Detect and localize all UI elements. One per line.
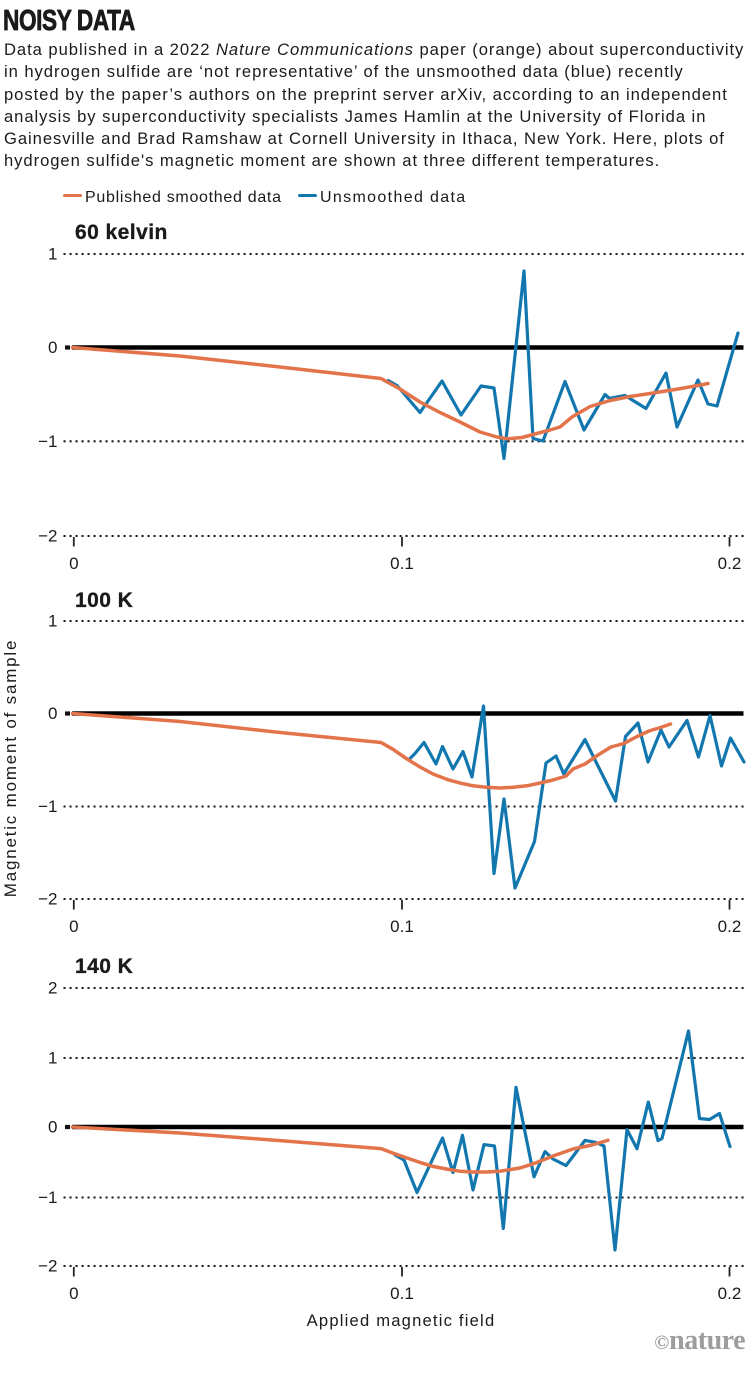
svg-text:1: 1 [48,1049,57,1068]
svg-text:0: 0 [69,917,78,936]
svg-text:0.2: 0.2 [718,1284,742,1303]
svg-text:0: 0 [48,338,57,357]
svg-text:0: 0 [48,1118,57,1137]
svg-text:0.2: 0.2 [718,917,742,936]
svg-text:0.1: 0.1 [390,554,414,573]
svg-text:0.1: 0.1 [390,917,414,936]
svg-text:−2: −2 [38,890,57,909]
svg-text:0: 0 [69,554,78,573]
svg-text:−1: −1 [38,1188,57,1207]
svg-text:2: 2 [48,979,57,998]
svg-text:1: 1 [48,245,57,264]
svg-text:0.2: 0.2 [718,554,742,573]
svg-text:0: 0 [48,704,57,723]
svg-text:0: 0 [69,1284,78,1303]
svg-text:−1: −1 [38,797,57,816]
svg-text:−2: −2 [38,527,57,546]
svg-text:1: 1 [48,612,57,631]
svg-text:−1: −1 [38,432,57,451]
svg-text:−2: −2 [38,1257,57,1276]
svg-text:0.1: 0.1 [390,1284,414,1303]
